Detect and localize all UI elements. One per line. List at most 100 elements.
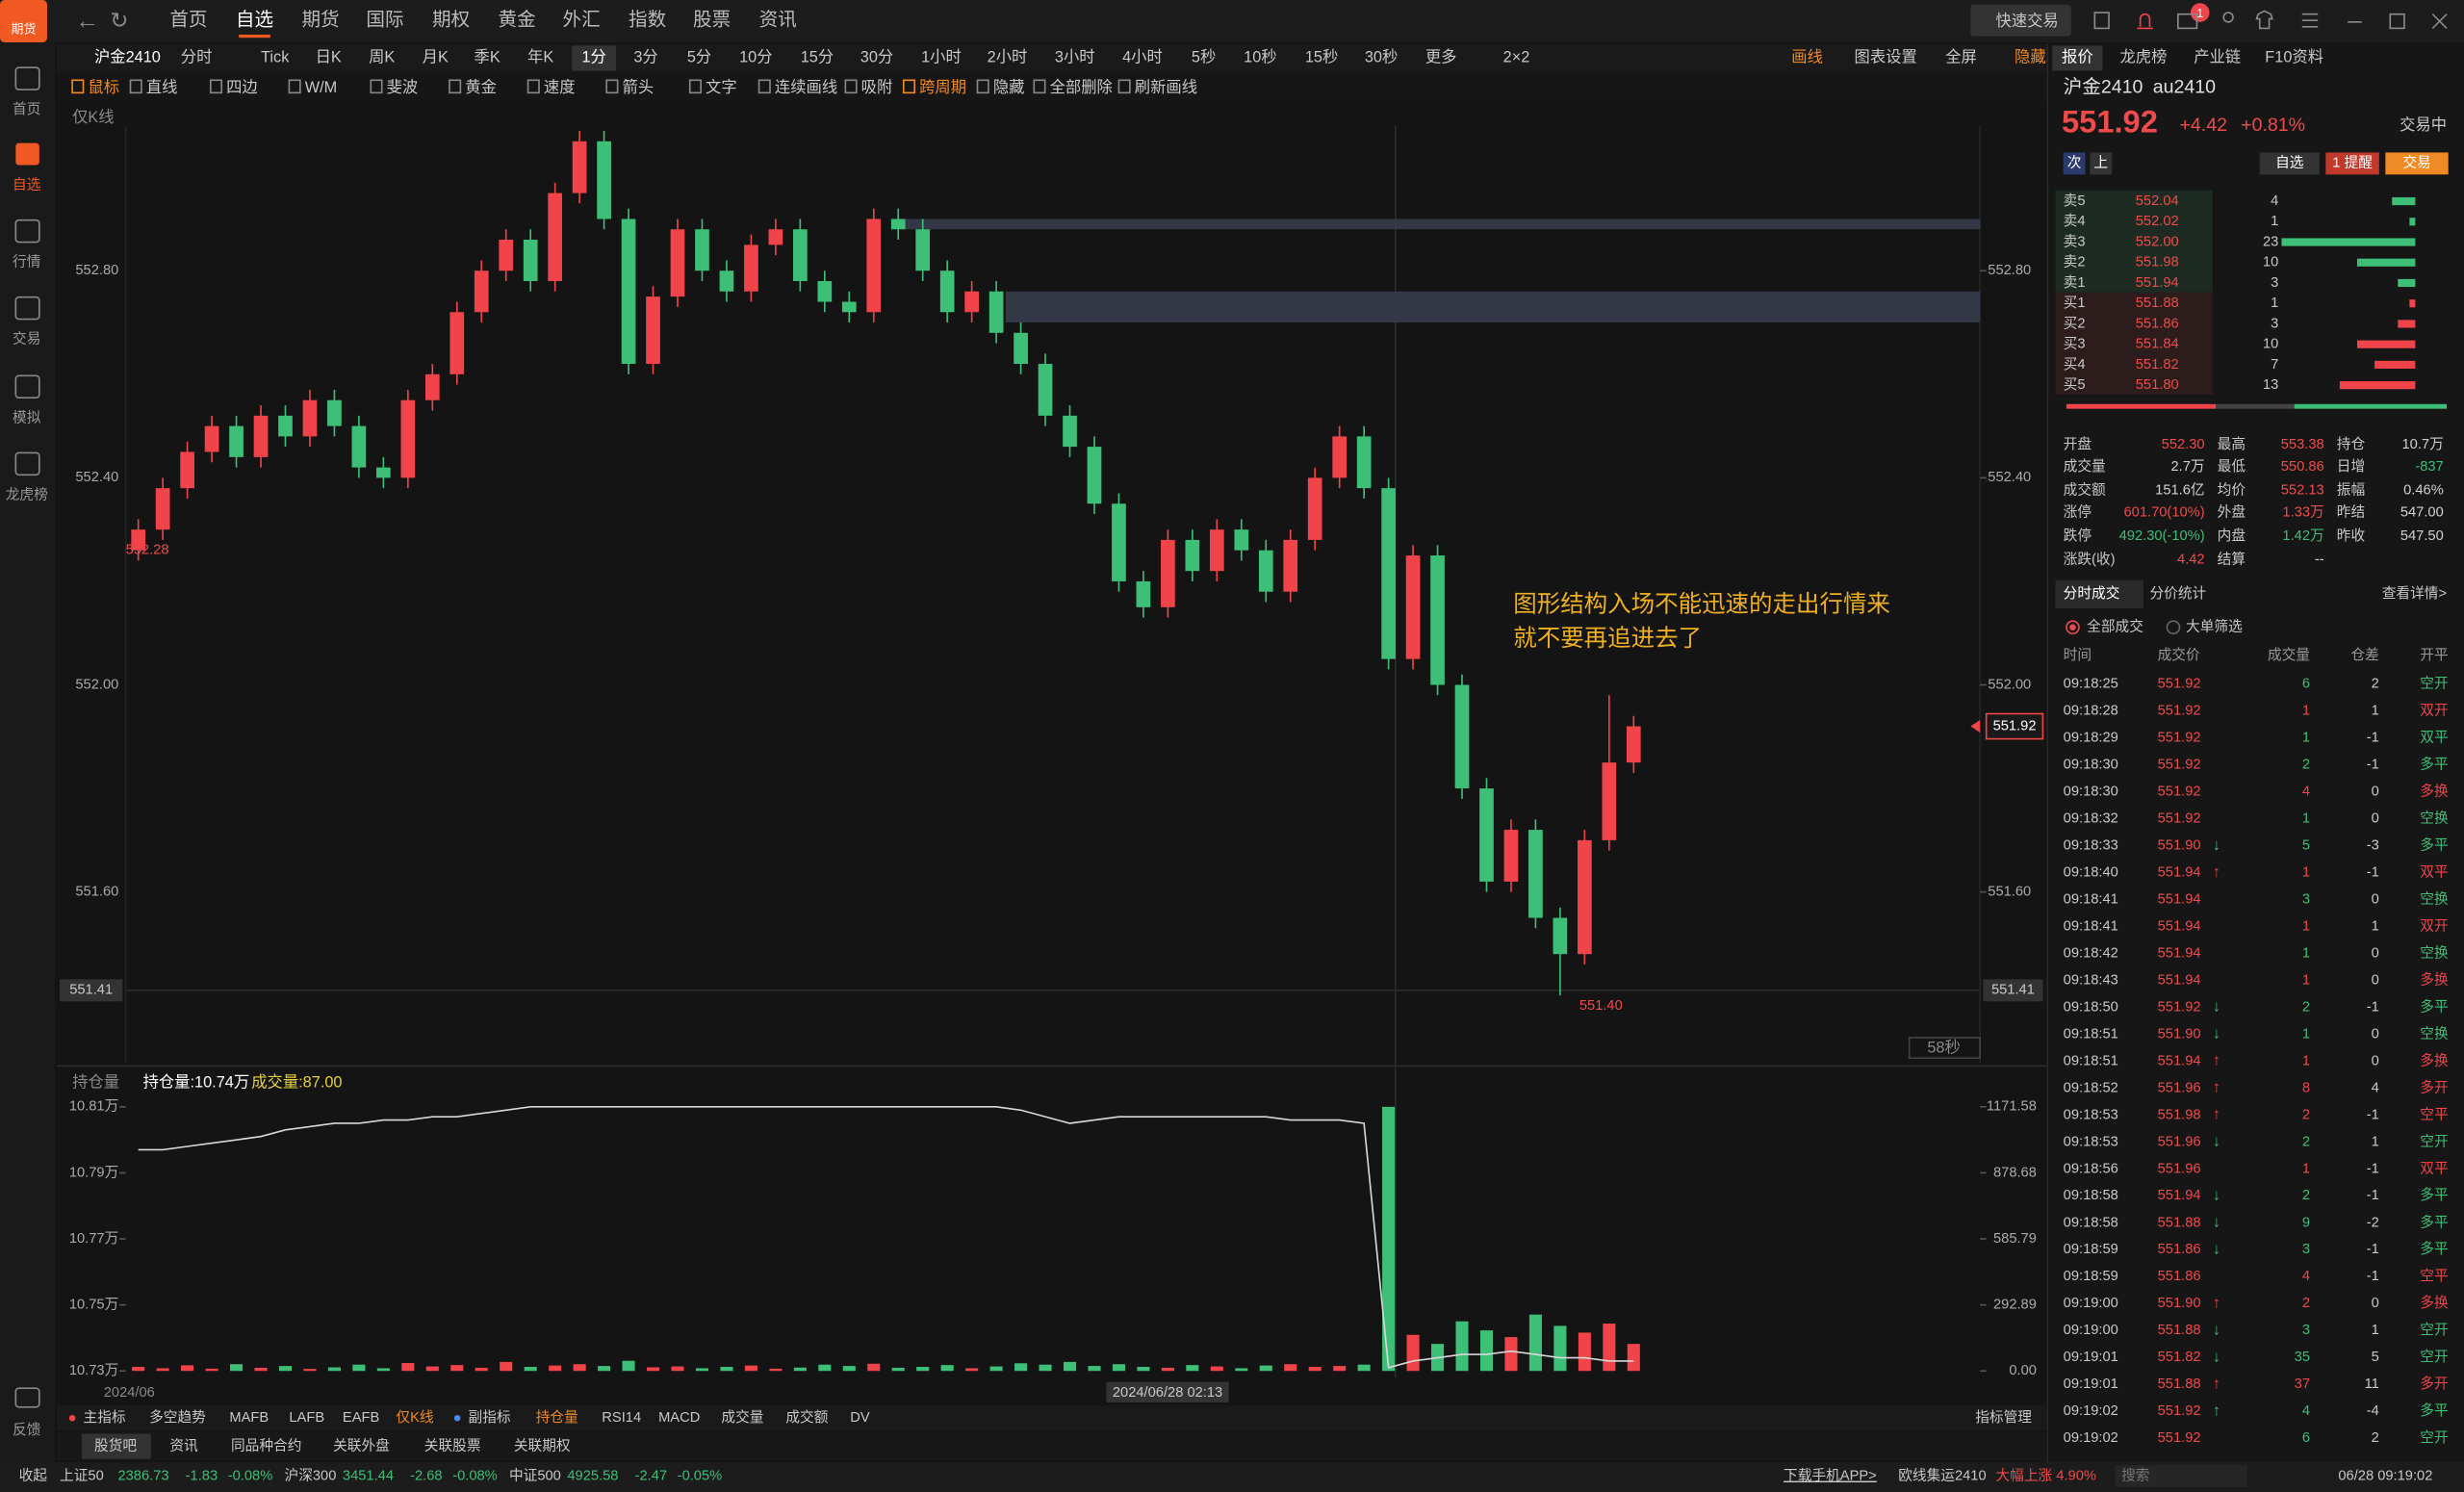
indicator[interactable]: 多空趋势	[149, 1409, 206, 1426]
chart-action[interactable]: 图表设置	[1855, 49, 1917, 66]
tool[interactable]: 黄金	[465, 79, 497, 96]
side-item[interactable]: 模拟	[13, 409, 41, 425]
filter[interactable]: 大单筛选	[2186, 619, 2243, 635]
period-tab[interactable]: 30秒	[1365, 49, 1398, 66]
indicator[interactable]: 仅K线	[396, 1409, 433, 1426]
quote-button[interactable]	[2385, 152, 2449, 175]
indicator[interactable]: 持仓量	[536, 1409, 578, 1426]
panel-tab[interactable]: 产业链	[2194, 49, 2241, 66]
tool[interactable]: 连续画线	[775, 79, 837, 96]
period-tab[interactable]: 3分	[633, 49, 657, 66]
period-tab[interactable]: 10秒	[1244, 49, 1276, 66]
indicator[interactable]: MACD	[658, 1410, 700, 1426]
period-tab[interactable]: 1小时	[921, 49, 962, 66]
period-tab[interactable]: 5秒	[1192, 49, 1216, 66]
period-tab[interactable]: 季K	[475, 49, 500, 66]
indicator[interactable]: DV	[850, 1410, 870, 1426]
nav-item[interactable]: 首页	[169, 9, 207, 30]
side-icon[interactable]	[14, 219, 40, 244]
filter[interactable]: 全部成交	[2087, 618, 2143, 635]
tool[interactable]: 速度	[544, 79, 576, 96]
download-link[interactable]: 下载手机APP>	[1784, 1468, 1877, 1484]
radio[interactable]	[2066, 620, 2080, 635]
side-item[interactable]: 龙虎榜	[6, 486, 48, 502]
news-name[interactable]: 欧线集运2410	[1898, 1468, 1986, 1484]
period-tab[interactable]: 月K	[423, 49, 449, 66]
period-tab[interactable]: 日K	[316, 49, 342, 66]
indicator[interactable]: 成交额	[785, 1408, 828, 1426]
side-item[interactable]: 交易	[13, 330, 40, 347]
bottom-tab[interactable]: 关联股票	[424, 1438, 481, 1454]
tool[interactable]: 隐藏	[993, 79, 1025, 96]
side-item[interactable]: 自选	[13, 177, 41, 193]
side-item[interactable]: 反馈	[13, 1422, 41, 1438]
indicator[interactable]: 成交量	[721, 1408, 763, 1426]
period-tab[interactable]: 分时	[181, 49, 213, 66]
symbol[interactable]: 沪金2410	[94, 49, 161, 66]
nav-item[interactable]: 外汇	[562, 9, 600, 30]
search-placeholder[interactable]: 搜索	[2121, 1468, 2149, 1484]
side-icon[interactable]	[14, 66, 40, 90]
menu-icon[interactable]	[2301, 13, 2319, 28]
quick-trade-button[interactable]	[1970, 4, 2071, 37]
side-item[interactable]: 行情	[13, 254, 41, 270]
maximize[interactable]	[2389, 13, 2405, 30]
nav-item[interactable]: 资讯	[759, 9, 797, 30]
logo[interactable]	[0, 0, 47, 43]
panel-tab[interactable]: F10资料	[2265, 49, 2323, 66]
period-tab[interactable]: 更多	[1425, 49, 1457, 66]
indicator-manage[interactable]: 指标管理	[1975, 1409, 2032, 1426]
side-icon[interactable]	[14, 1387, 40, 1408]
quote-button[interactable]	[2325, 152, 2379, 175]
indicator[interactable]: LAFB	[289, 1410, 324, 1426]
tool[interactable]: 斐波	[387, 79, 419, 96]
bottom-tab[interactable]: 关联期权	[514, 1438, 571, 1454]
tool[interactable]: W/M	[305, 79, 338, 96]
tool[interactable]: 吸附	[861, 79, 893, 96]
nav-item[interactable]: 国际	[366, 9, 403, 30]
bottom-tab[interactable]: 关联外盘	[333, 1437, 390, 1454]
tool[interactable]: 全部删除	[1050, 79, 1113, 96]
tool[interactable]: 箭头	[623, 78, 654, 96]
quote-button[interactable]	[2259, 152, 2320, 175]
skin-icon[interactable]	[2255, 10, 2273, 30]
indicator[interactable]: MAFB	[229, 1410, 269, 1426]
collapse[interactable]: 收起	[19, 1468, 48, 1484]
bottom-tab[interactable]: 同品种合约	[231, 1438, 301, 1454]
tool[interactable]: 刷新画线	[1135, 79, 1197, 96]
nav-item[interactable]: 指数	[629, 9, 667, 30]
chart-action[interactable]: 隐藏	[2015, 49, 2046, 66]
nav-item[interactable]: 自选	[236, 9, 273, 30]
side-icon[interactable]	[15, 142, 39, 166]
period-tab[interactable]: 周K	[369, 49, 395, 66]
period-tab[interactable]: 2×2	[1503, 49, 1530, 66]
period-tab[interactable]: Tick	[261, 49, 290, 66]
bell-icon[interactable]	[2137, 13, 2153, 30]
side-icon[interactable]	[14, 296, 40, 321]
period-tab[interactable]: 年K	[527, 49, 553, 66]
side-icon[interactable]	[14, 451, 40, 476]
mail-icon[interactable]	[2177, 13, 2198, 30]
icon[interactable]	[2093, 12, 2110, 30]
period-tab[interactable]: 1分	[581, 49, 605, 66]
search-box[interactable]	[2115, 1465, 2247, 1488]
period-tab[interactable]: 15分	[801, 49, 834, 66]
tool[interactable]: 跨周期	[919, 79, 966, 96]
chart-action[interactable]: 画线	[1791, 49, 1823, 66]
period-tab[interactable]: 15秒	[1305, 49, 1338, 66]
period-tab[interactable]: 10分	[739, 49, 772, 66]
tool[interactable]: 文字	[706, 79, 737, 96]
period-tab[interactable]: 2小时	[988, 49, 1028, 66]
nav-item[interactable]: 期权	[432, 9, 470, 30]
indicator[interactable]: RSI14	[602, 1410, 641, 1426]
period-tab[interactable]: 5分	[687, 49, 711, 66]
period-tab[interactable]: 3小时	[1055, 49, 1095, 66]
chart-action[interactable]: 全屏	[1945, 49, 1977, 66]
side-icon[interactable]	[14, 374, 40, 399]
sub-selector[interactable]: 持仓量	[72, 1074, 119, 1092]
user-icon[interactable]	[2222, 12, 2234, 23]
nav-item[interactable]: 期货	[301, 9, 339, 30]
period-tab[interactable]: 4小时	[1122, 49, 1163, 66]
tool[interactable]: 四边	[226, 79, 258, 96]
panel-tab[interactable]: 报价	[2062, 49, 2093, 66]
